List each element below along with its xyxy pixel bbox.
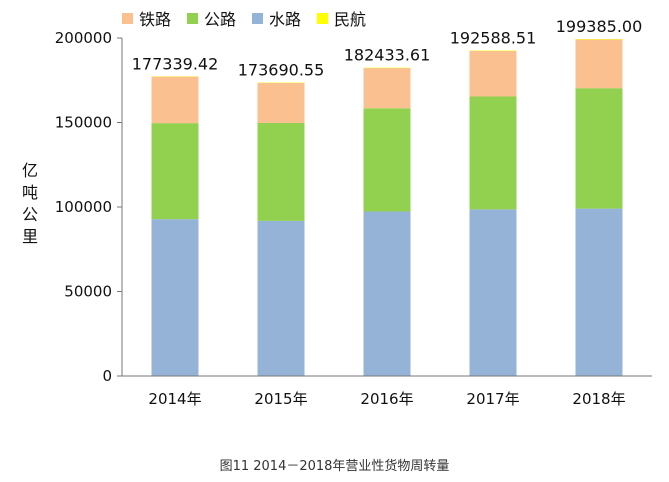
- bar-segment-2017年-水路: [469, 209, 517, 376]
- legend-label: 公路: [204, 10, 237, 29]
- y-tick-label: 50000: [64, 283, 112, 301]
- figure-caption: 图11 2014－2018年营业性货物周转量: [219, 459, 450, 474]
- x-tick-label: 2014年: [148, 390, 201, 408]
- x-tick-label: 2018年: [572, 390, 625, 408]
- y-tick-label: 0: [102, 367, 112, 385]
- x-tick-label: 2017年: [466, 390, 519, 408]
- bar-segment-2016年-铁路: [363, 68, 411, 109]
- bar-segment-2017年-公路: [469, 96, 517, 210]
- y-tick-label: 150000: [55, 114, 112, 132]
- bar-segment-2014年-铁路: [151, 76, 199, 124]
- legend-label: 民航: [334, 10, 367, 29]
- y-tick-label: 100000: [55, 198, 112, 216]
- y-axis-label: 亿吨公里: [21, 161, 38, 246]
- bar-segment-2018年-水路: [575, 208, 623, 376]
- legend-item-铁路: 铁路: [122, 6, 171, 30]
- x-tick-label: 2015年: [254, 390, 307, 408]
- bar-segment-2018年-铁路: [575, 39, 623, 89]
- y-tick-label: 200000: [55, 29, 112, 47]
- bar-segment-2015年-水路: [257, 220, 305, 376]
- bar-total-label: 173690.55: [238, 60, 325, 79]
- legend-item-公路: 公路: [187, 6, 236, 30]
- bar-total-label: 182433.61: [344, 46, 431, 65]
- legend-item-水路: 水路: [252, 6, 301, 30]
- bar-segment-2015年-铁路: [257, 82, 305, 123]
- legend-label: 铁路: [139, 10, 172, 29]
- x-tick-label: 2016年: [360, 390, 413, 408]
- bar-segment-2014年-水路: [151, 219, 199, 376]
- bar-segment-2017年-铁路: [469, 50, 517, 97]
- bar-segment-2016年-公路: [363, 108, 411, 212]
- bar-segment-2018年-公路: [575, 88, 623, 209]
- legend-swatch: [317, 12, 329, 24]
- chart-legend: 铁路 公路 水路 民航: [122, 6, 366, 30]
- bar-total-label: 177339.42: [132, 54, 219, 73]
- bar-segment-2015年-公路: [257, 122, 305, 221]
- bar-segment-2014年-公路: [151, 123, 199, 220]
- legend-swatch: [187, 12, 199, 24]
- bar-total-label: 192588.51: [450, 29, 537, 48]
- legend-swatch: [252, 12, 264, 24]
- legend-label: 水路: [269, 10, 302, 29]
- bar-total-label: 199385.00: [556, 17, 643, 36]
- legend-item-民航: 民航: [317, 6, 366, 30]
- legend-swatch: [122, 12, 133, 24]
- bar-segment-2016年-水路: [363, 211, 411, 376]
